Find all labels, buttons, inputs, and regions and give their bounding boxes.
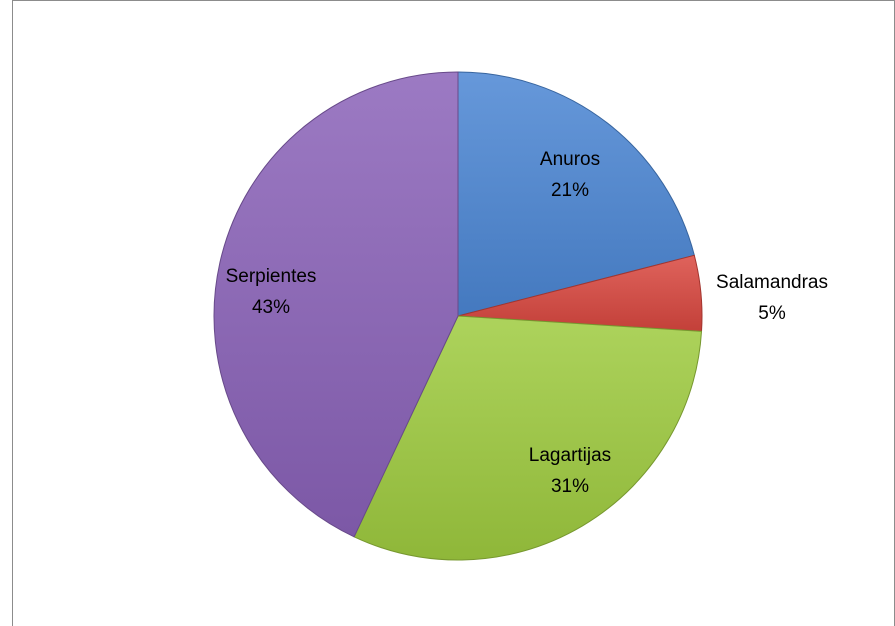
slice-percent-label: 31%: [551, 476, 589, 497]
slice-label-salamandras: Salamandras 5%: [716, 272, 828, 324]
pie-labels: Anuros 21% Salamandras 5% Lagartijas 31% Serpi…: [226, 149, 828, 497]
pie-slice-anuros: [457, 71, 695, 317]
pie-slices: [213, 71, 703, 561]
pie-slice-lagartijas: [353, 315, 703, 561]
slice-category-label: Salamandras: [716, 272, 828, 293]
slice-percent-label: 5%: [758, 303, 786, 324]
slice-percent-label: 21%: [551, 180, 589, 201]
slice-label-anuros: Anuros 21%: [540, 149, 600, 201]
slice-label-lagartijas: Lagartijas 31%: [529, 445, 611, 497]
slice-label-serpientes: Serpientes 43%: [226, 266, 317, 318]
slice-category-label: Anuros: [540, 149, 600, 170]
slice-category-label: Lagartijas: [529, 445, 611, 466]
pie-slice-serpientes: [213, 71, 459, 538]
slice-category-label: Serpientes: [226, 266, 317, 287]
slice-percent-label: 43%: [252, 297, 290, 318]
